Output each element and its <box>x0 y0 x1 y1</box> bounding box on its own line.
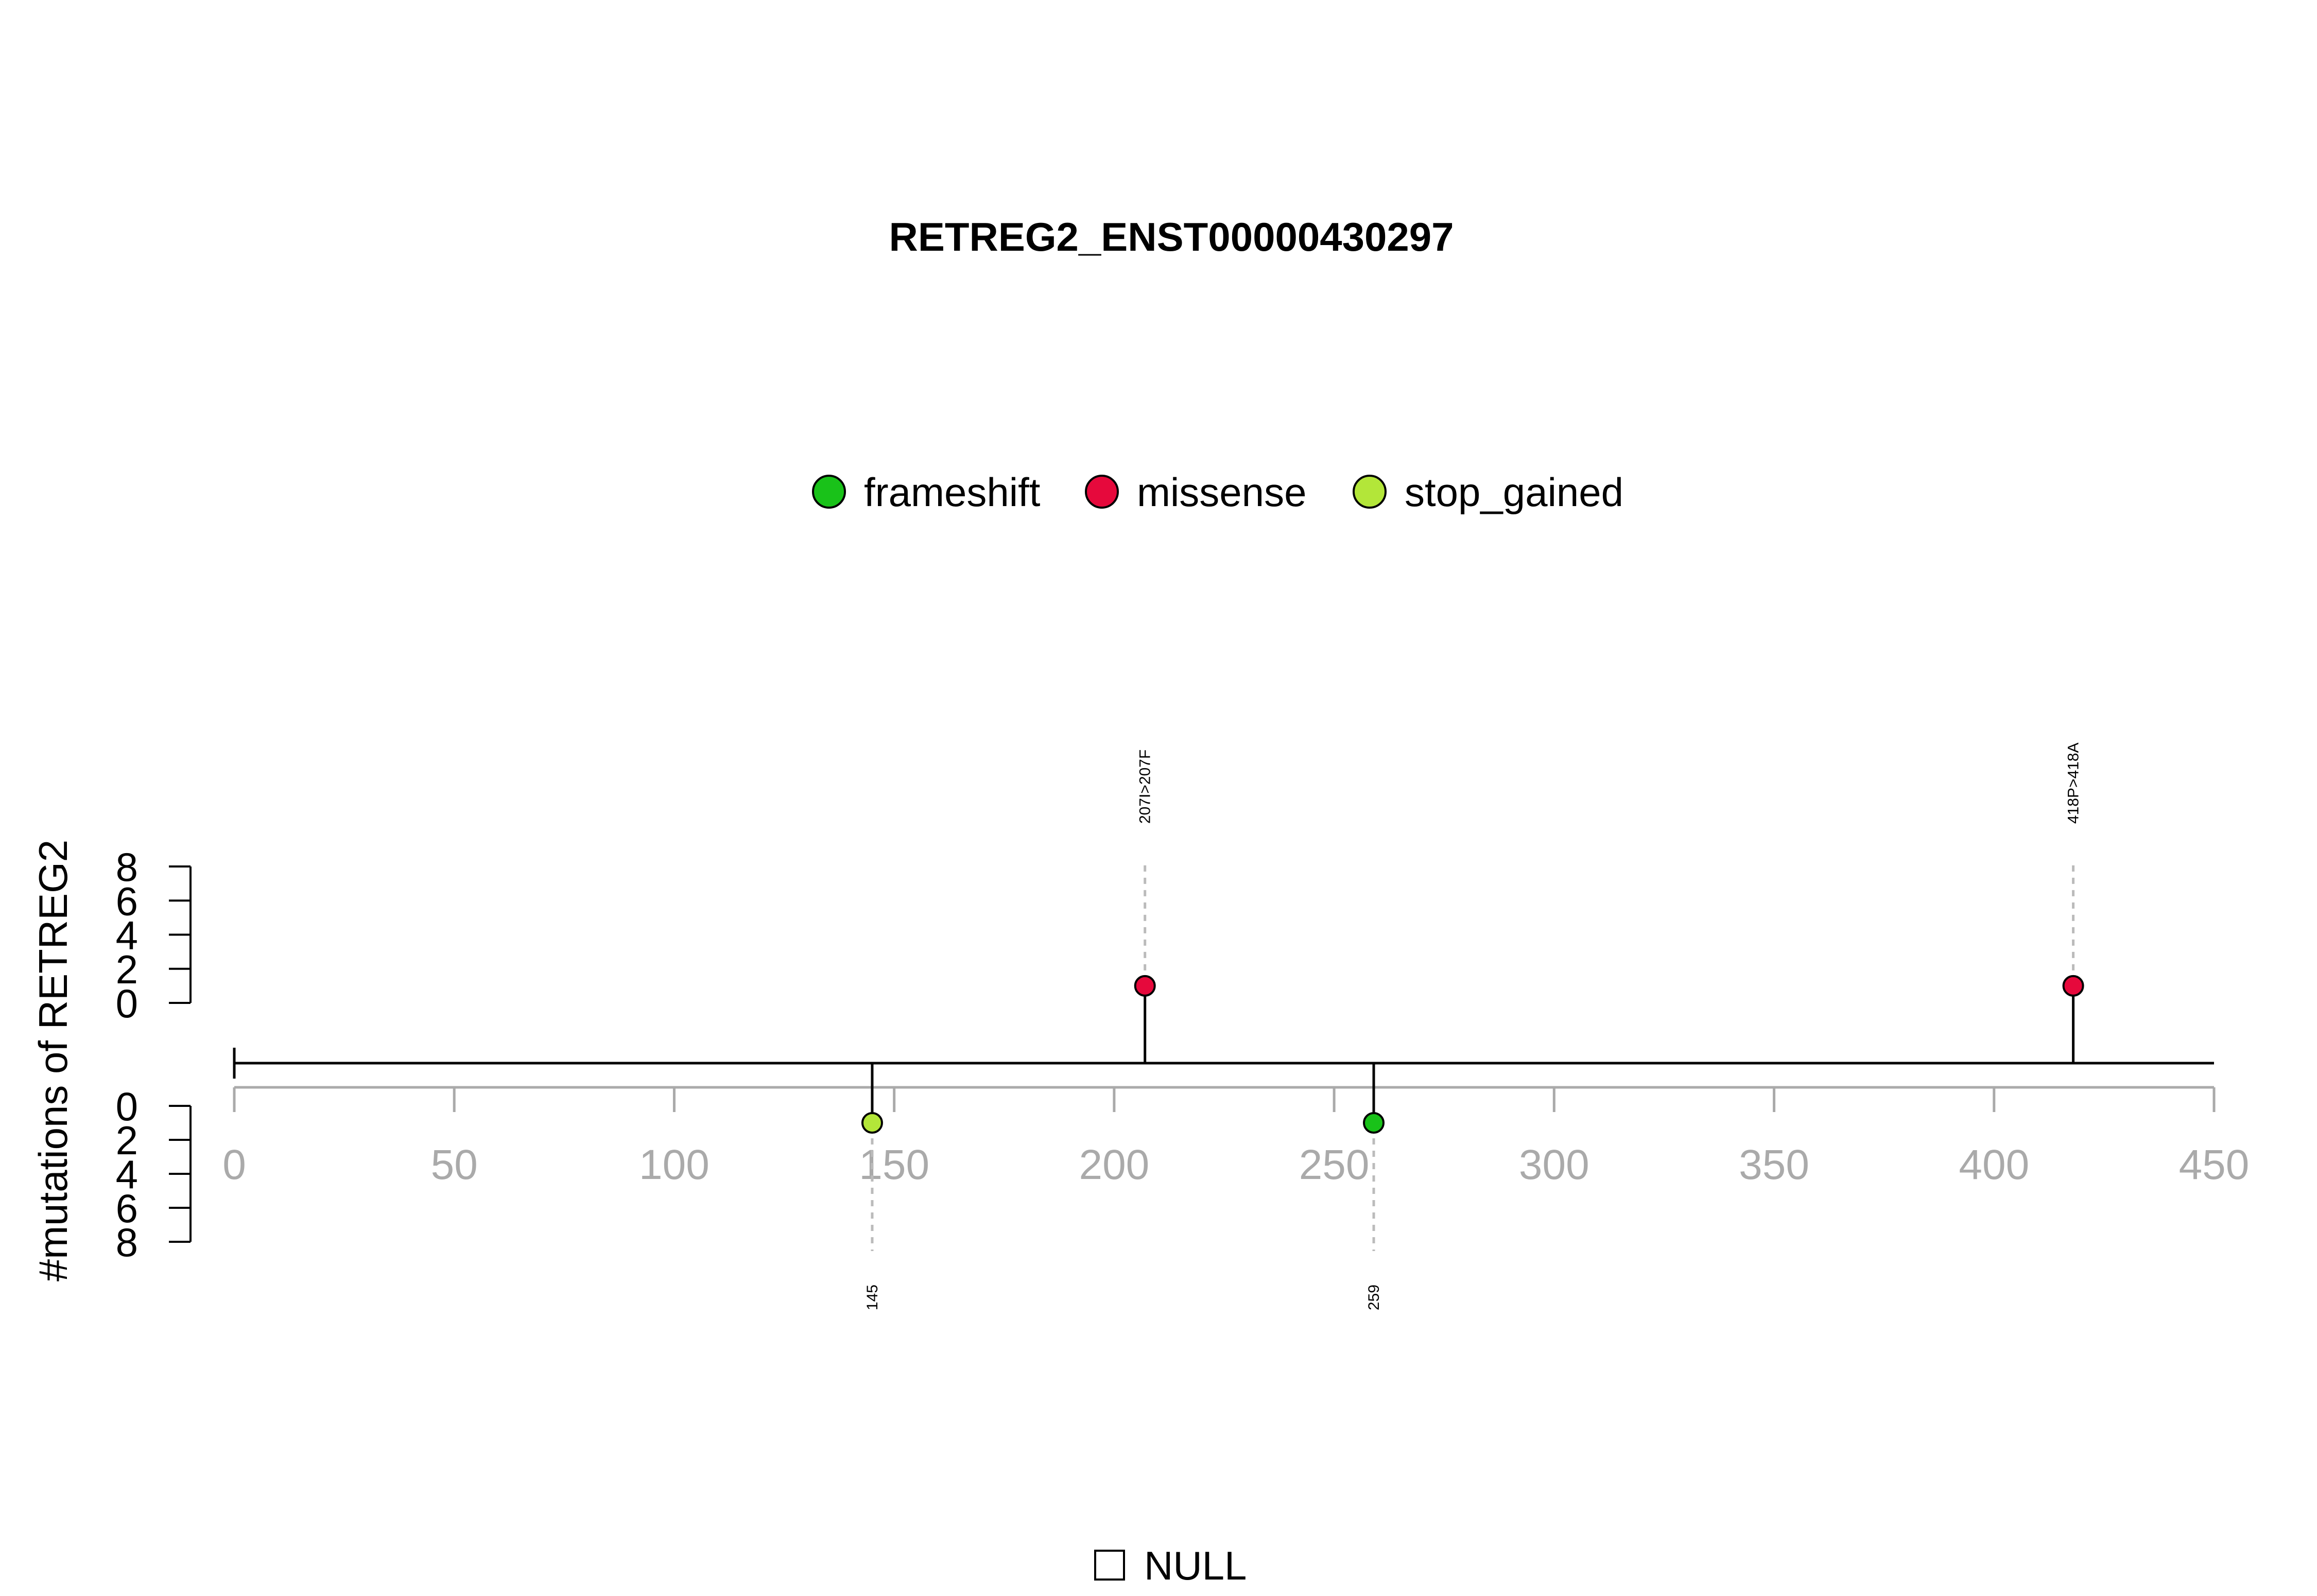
mutation-label: 145 <box>864 1285 881 1310</box>
protein-backbone <box>234 1048 2214 1079</box>
mutation-label: 207I>207F <box>1137 750 1154 824</box>
mutation-missense-point <box>1135 976 1155 996</box>
mutation-frameshift-point <box>1364 1113 1384 1133</box>
top-y-tick-label: 8 <box>116 844 138 890</box>
domain-legend-box <box>1095 1551 1124 1580</box>
x-tick-label: 250 <box>1299 1141 1370 1188</box>
mutation-lollipops: 207I>207F 418P>418A 145 259 <box>862 742 2083 1310</box>
legend-stop_gained-marker <box>1354 476 1386 508</box>
x-tick-label: 350 <box>1739 1141 1809 1188</box>
legend-missense-label: missense <box>1137 470 1306 515</box>
domain-legend-label: NULL <box>1144 1543 1247 1588</box>
legend-missense-marker <box>1086 476 1118 508</box>
x-tick-label: 150 <box>859 1141 929 1188</box>
legend-frameshift-marker <box>813 476 845 508</box>
x-tick-label: 0 <box>222 1141 246 1188</box>
x-axis: 0 50 100 150 200 250 300 350 400 450 <box>222 1087 2249 1188</box>
legend-frameshift-label: frameshift <box>864 470 1041 515</box>
legend-stop_gained-label: stop_gained <box>1405 470 1623 515</box>
chart-title: RETREG2_ENST00000430297 <box>889 214 1454 259</box>
mutation-stop_gained-point <box>862 1113 882 1133</box>
y-axis-label: #mutations of RETREG2 <box>30 840 76 1281</box>
x-tick-label: 50 <box>431 1141 478 1188</box>
mutation-missense-point <box>2064 976 2083 996</box>
domain-legend: NULL <box>1095 1543 1247 1588</box>
x-tick-label: 100 <box>639 1141 710 1188</box>
x-tick-label: 200 <box>1079 1141 1149 1188</box>
mutation-label: 259 <box>1365 1285 1382 1310</box>
x-tick-label: 400 <box>1959 1141 2029 1188</box>
mutation-label: 418P>418A <box>2065 742 2082 824</box>
bottom-y-tick-label: 8 <box>116 1220 138 1265</box>
x-tick-label: 450 <box>2179 1141 2250 1188</box>
mutation-type-legend: frameshift missense stop_gained <box>813 470 1623 515</box>
x-tick-label: 300 <box>1519 1141 1589 1188</box>
